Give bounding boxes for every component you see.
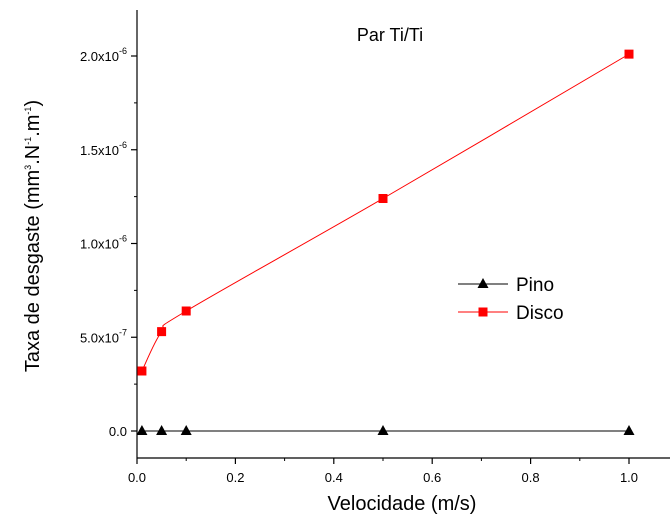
legend-marker-pino [477, 278, 489, 288]
chart-title: Par Ti/Ti [357, 25, 423, 45]
x-ticks: 0.0 0.2 0.4 0.6 0.8 1.0 [128, 458, 638, 485]
data-point-disco [624, 49, 634, 59]
y-tick-label: 2.0x10-6 [80, 46, 127, 64]
x-axis-title: Velocidade (m/s) [328, 493, 477, 515]
data-point-disco [181, 306, 191, 316]
data-point-disco [378, 194, 388, 203]
data-point-pino [180, 425, 192, 435]
data-point-disco [137, 366, 147, 376]
legend-label-disco: Disco [516, 303, 564, 324]
y-tick-label: 1.5x10-6 [80, 140, 127, 158]
data-point-pino [156, 425, 168, 435]
data-point-disco [157, 327, 167, 337]
y-tick-label: 1.0x10-6 [80, 234, 127, 252]
series-layer [136, 49, 635, 435]
x-tick-label: 0.2 [226, 470, 244, 485]
series-pino [136, 425, 635, 435]
x-tick-label: 0.0 [128, 470, 146, 485]
y-tick-label: 5.0x10-7 [80, 327, 127, 345]
x-tick-label: 0.8 [522, 470, 540, 485]
x-tick-label: 1.0 [620, 470, 638, 485]
y-axis-title: Taxa de desgaste (mm3.N-1.m-1) [22, 100, 44, 372]
y-ticks: 0.0 5.0x10-7 1.0x10-6 1.5x10-6 2.0x10-6 [80, 46, 137, 439]
data-point-pino [136, 425, 148, 435]
plot-area [136, 10, 670, 459]
data-point-pino [377, 425, 389, 435]
y-tick-label: 0.0 [109, 424, 127, 439]
x-tick-label: 0.4 [325, 470, 343, 485]
data-point-pino [623, 425, 635, 435]
legend-marker-disco [478, 307, 488, 317]
legend: Pino Disco [458, 275, 564, 324]
x-tick-label: 0.6 [423, 470, 441, 485]
legend-label-pino: Pino [516, 275, 554, 296]
series-disco [137, 49, 634, 376]
